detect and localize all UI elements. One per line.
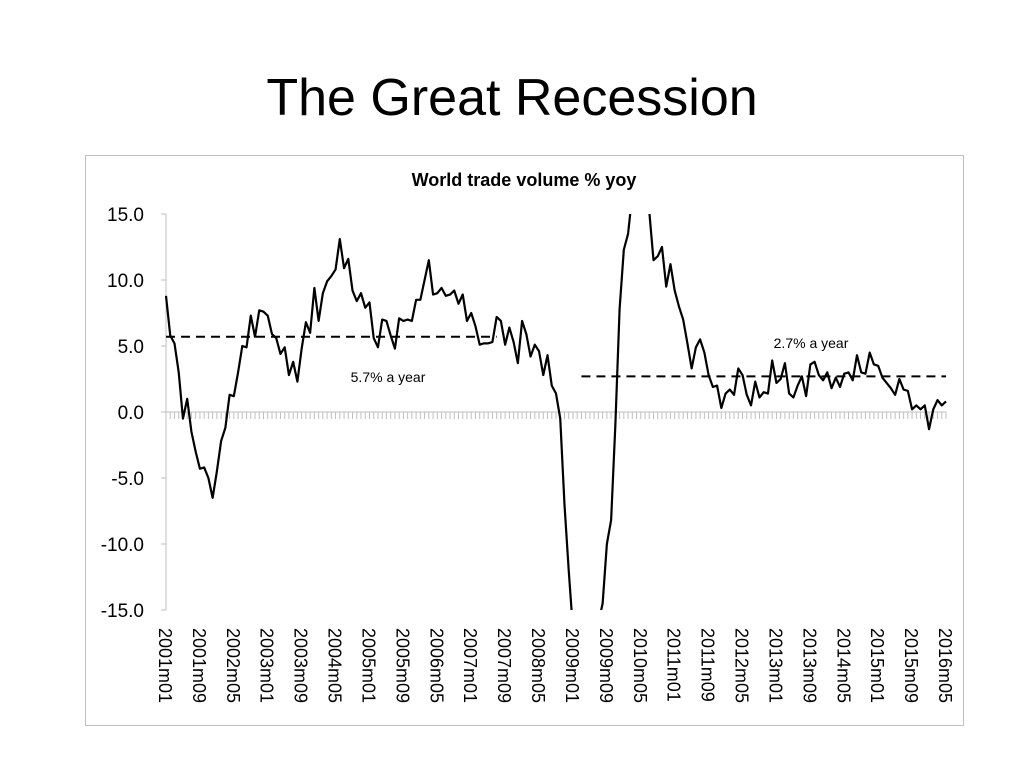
x-tick-label: 2013m01 (765, 628, 785, 703)
x-tick-label: 2003m09 (291, 628, 311, 703)
slide-title: The Great Recession (266, 69, 757, 127)
x-tick-label: 2005m09 (392, 628, 412, 703)
chart-frame (85, 155, 964, 726)
x-tick-label: 2001m09 (189, 628, 209, 703)
x-tick-label: 2004m05 (325, 628, 345, 703)
x-tick-label: 2009m09 (596, 628, 616, 703)
y-tick-label: -15.0 (101, 601, 144, 622)
x-tick-label: 2003m01 (257, 628, 277, 703)
x-tick-label: 2013m09 (799, 628, 819, 703)
x-tick-label: 2014m05 (833, 628, 853, 703)
annotation: 2.7% a year (774, 335, 849, 351)
x-tick-label: 2007m09 (494, 628, 514, 703)
x-tick-label: 2011m09 (698, 628, 718, 702)
chart-title: World trade volume % yoy (412, 170, 637, 190)
x-tick-label: 2009m01 (562, 628, 582, 703)
x-tick-label: 2005m01 (358, 628, 378, 703)
x-tick-label: 2010m05 (630, 628, 650, 703)
x-tick-label: 2008m05 (528, 628, 548, 703)
x-tick-label: 2001m01 (155, 628, 175, 703)
x-tick-label: 2015m01 (867, 628, 887, 703)
y-tick-label: 0.0 (118, 403, 144, 424)
y-tick-label: 10.0 (107, 271, 144, 292)
data-line (164, 214, 947, 610)
annotation: 5.7% a year (351, 369, 426, 385)
y-tick-label: 15.0 (107, 205, 144, 226)
x-tick-label: 2007m01 (460, 628, 480, 703)
x-tick-label: 2006m05 (426, 628, 446, 703)
y-tick-label: -5.0 (111, 469, 144, 490)
x-tick-label: 2002m05 (223, 628, 243, 703)
plot-area: -15.0 -10.0 -5.0 0.0 5.0 10.0 15.0 2001m01 2001m… (101, 205, 955, 703)
x-tick-label: 2016m05 (935, 628, 955, 703)
y-tick-label: -10.0 (101, 535, 144, 556)
x-tick-label: 2011m01 (664, 628, 684, 702)
x-tick-label: 2015m09 (901, 628, 921, 703)
y-tick-label: 5.0 (118, 337, 144, 358)
x-tick-label: 2012m05 (732, 628, 752, 703)
